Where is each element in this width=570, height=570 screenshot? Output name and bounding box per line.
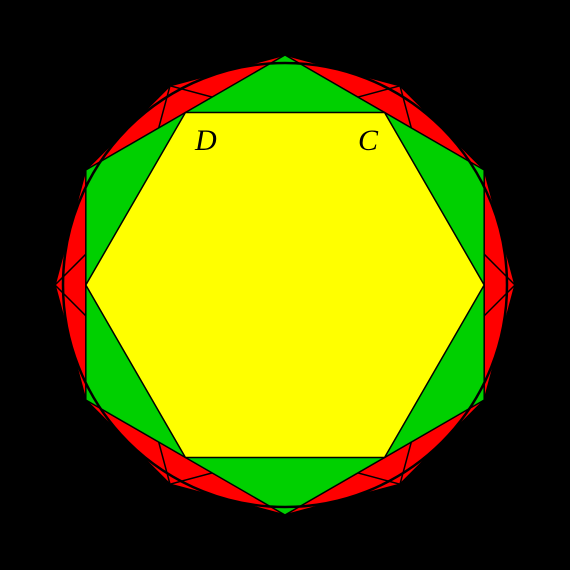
label-A: A bbox=[456, 24, 477, 57]
label-B: B bbox=[458, 64, 476, 97]
geometric-diagram: AB C D bbox=[0, 0, 570, 570]
label-C: C bbox=[358, 124, 379, 157]
label-D: D bbox=[194, 124, 217, 157]
